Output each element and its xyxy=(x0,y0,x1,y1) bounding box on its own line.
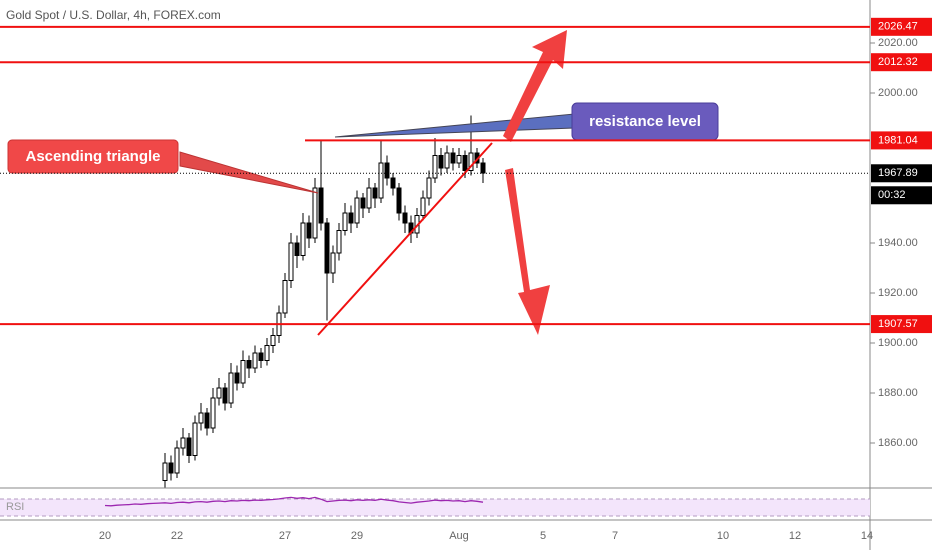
candle-body xyxy=(462,155,468,171)
level-label-box xyxy=(871,17,932,36)
candle-body xyxy=(480,162,486,174)
candle-body xyxy=(252,352,258,369)
candle-body xyxy=(240,360,246,384)
rsi-band xyxy=(0,499,870,516)
candle-body xyxy=(348,212,354,224)
candle-body xyxy=(270,335,276,346)
candle-body xyxy=(438,155,444,169)
x-tick-label: 29 xyxy=(351,530,363,542)
y-tick-label: 1880.00 xyxy=(878,387,918,399)
candle-body xyxy=(174,447,180,474)
x-tick-label: Aug xyxy=(449,530,469,542)
level-label: 2026.47 xyxy=(878,21,918,33)
y-tick-label: 2020.00 xyxy=(878,37,918,49)
candle-body xyxy=(324,222,330,274)
candle-body xyxy=(450,152,456,164)
countdown-box xyxy=(871,186,932,205)
candle-body xyxy=(282,280,288,314)
y-tick-label: 1920.00 xyxy=(878,287,918,299)
candle-body xyxy=(318,187,324,224)
candle-body xyxy=(444,152,450,169)
current-price-box xyxy=(871,164,932,183)
candle-body xyxy=(456,155,462,164)
y-tick-label: 2000.00 xyxy=(878,87,918,99)
candle-body xyxy=(198,412,204,424)
chart-title: Gold Spot / U.S. Dollar, 4h, FOREX.com xyxy=(6,8,221,22)
candle-body xyxy=(294,242,300,256)
level-label-box xyxy=(871,315,932,334)
candle-body xyxy=(312,187,318,239)
down-arrow xyxy=(505,168,550,335)
candle-body xyxy=(360,197,366,209)
candle-body xyxy=(228,372,234,404)
candle-body xyxy=(186,437,192,456)
x-tick-label: 5 xyxy=(540,530,546,542)
countdown-label: 00:32 xyxy=(878,189,906,201)
candle-body xyxy=(336,230,342,254)
level-label: 1981.04 xyxy=(878,134,918,146)
up-arrow xyxy=(503,30,567,142)
x-tick-label: 14 xyxy=(861,530,873,542)
candle-body xyxy=(366,187,372,209)
candle-body xyxy=(222,387,228,404)
resistance-callout-text: resistance level xyxy=(589,113,701,130)
rsi-line xyxy=(104,496,484,507)
triangle-callout-pointer xyxy=(179,151,319,194)
candle-body xyxy=(420,197,426,216)
price-pane xyxy=(162,115,486,488)
candle-body xyxy=(342,212,348,231)
candle-body xyxy=(426,177,432,199)
current-price-label: 1967.89 xyxy=(878,167,918,179)
x-tick-label: 22 xyxy=(171,530,183,542)
candle-body xyxy=(396,187,402,214)
candle-body xyxy=(210,397,216,429)
triangle-callout-text: Ascending triangle xyxy=(25,148,160,165)
x-tick-label: 20 xyxy=(99,530,111,542)
candle-body xyxy=(264,345,270,361)
candle-body xyxy=(372,187,378,199)
candle-body xyxy=(180,437,186,449)
candle-body xyxy=(432,155,438,179)
trend-line xyxy=(317,142,493,336)
candle-body xyxy=(306,222,312,239)
y-tick-label: 1940.00 xyxy=(878,237,918,249)
x-tick-label: 12 xyxy=(789,530,801,542)
candle-body xyxy=(204,412,210,429)
candle-body xyxy=(162,462,168,481)
x-tick-label: 10 xyxy=(717,530,729,542)
candle-body xyxy=(468,152,474,171)
level-label: 2012.32 xyxy=(878,56,918,68)
candle-body xyxy=(384,162,390,179)
candle-body xyxy=(300,222,306,256)
level-label-box xyxy=(871,131,932,150)
candle-body xyxy=(330,252,336,274)
x-tick-label: 27 xyxy=(279,530,291,542)
level-label: 1907.57 xyxy=(878,318,918,330)
candle-body xyxy=(288,242,294,281)
candle-body xyxy=(390,177,396,189)
candle-body xyxy=(258,352,264,361)
level-label-box xyxy=(871,53,932,72)
y-tick-label: 1860.00 xyxy=(878,437,918,449)
candle-body xyxy=(402,212,408,224)
x-tick-label: 7 xyxy=(612,530,618,542)
candle-body xyxy=(192,422,198,456)
y-tick-label: 1900.00 xyxy=(878,337,918,349)
candle-body xyxy=(234,372,240,384)
candle-body xyxy=(168,462,174,474)
candle-body xyxy=(246,360,252,369)
candle-body xyxy=(378,162,384,199)
candle-body xyxy=(216,387,222,399)
rsi-label: RSI xyxy=(6,501,24,513)
candle-body xyxy=(354,197,360,224)
